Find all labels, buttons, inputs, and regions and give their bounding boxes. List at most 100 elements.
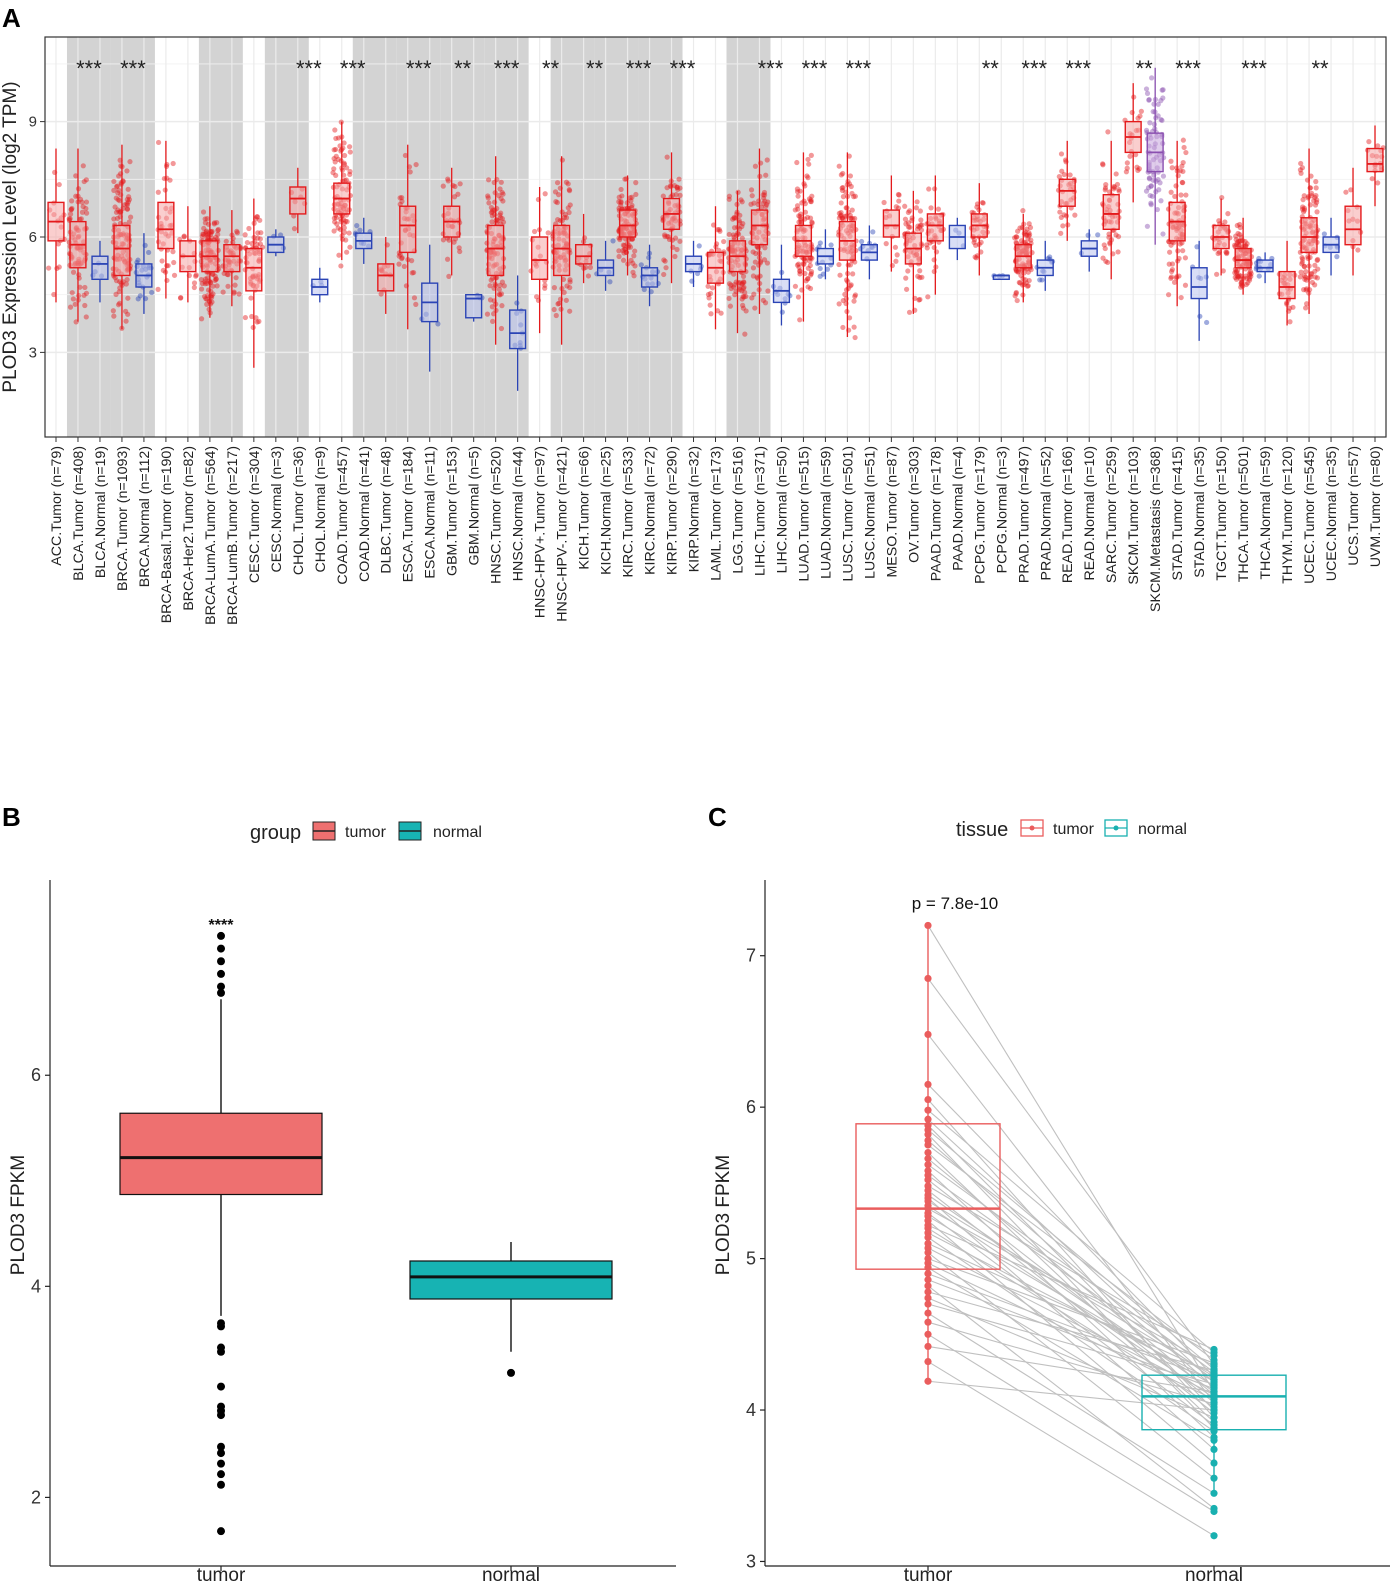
panel-a-box (223, 243, 241, 273)
panel-b-outlier (217, 1347, 225, 1356)
panel-a-jitter-point (1237, 221, 1243, 228)
panel-a-jitter-point (1013, 290, 1019, 297)
panel-a-jitter-point (737, 226, 743, 232)
panel-a-jitter-point (1238, 280, 1244, 287)
panel-a-jitter-point (696, 243, 702, 249)
panel-a-jitter-point (902, 216, 909, 222)
panel-c-pair-line (927, 1303, 1215, 1385)
panel-a-jitter-point (66, 216, 72, 222)
panel-a-jitter-point (332, 219, 338, 225)
panel-a-jitter-point (817, 273, 823, 279)
panel-a-jitter-point (672, 235, 679, 241)
panel-a-jitter-point (1233, 276, 1240, 282)
panel-a-jitter-point (440, 237, 447, 243)
panel-a-jitter-point (760, 297, 766, 303)
panel-a-jitter-point (181, 234, 187, 240)
panel-a-jitter-point (676, 176, 682, 182)
panel-a-jitter-point (258, 230, 264, 236)
panel-a-jitter-point (446, 273, 452, 279)
panel-a-jitter-point (1015, 228, 1021, 234)
panel-a-jitter-point (805, 276, 811, 282)
panel-a-jitter-point (764, 201, 770, 208)
panel-a-jitter-point (1312, 262, 1318, 268)
panel-a-jitter-point (1256, 273, 1262, 279)
panel-a-jitter-point (915, 223, 921, 229)
panel-b-plot-area: **** (119, 917, 613, 1536)
panel-a-jitter-point (808, 268, 815, 275)
panel-a-jitter-point (1160, 173, 1167, 179)
panel-a-jitter-point (1165, 292, 1172, 298)
panel-a-x-tick-label: KICH.Normal (n=25) (599, 446, 615, 575)
panel-a-jitter-point (210, 271, 216, 277)
panel-a-jitter-point (451, 194, 458, 200)
panel-b-y-tick-label: 4 (31, 1276, 41, 1296)
panel-a-jitter-point (246, 225, 252, 232)
panel-a-jitter-point (211, 221, 217, 227)
panel-a-jitter-point (1238, 276, 1244, 282)
panel-a-jitter-point (116, 289, 122, 295)
panel-b-y-tick-label: 6 (31, 1065, 41, 1085)
panel-a-jitter-point (1315, 256, 1321, 263)
panel-a-jitter-point (542, 191, 548, 197)
panel-b-outlier (217, 982, 225, 991)
panel-a-jitter-point (1023, 280, 1029, 286)
panel-c-pair-line (927, 1252, 1215, 1479)
panel-a-jitter-point (347, 244, 353, 250)
panel-a-jitter-point (883, 241, 889, 247)
panel-a-jitter-point (914, 226, 921, 232)
panel-a-jitter-point (668, 183, 674, 189)
panel-a-jitter-point (1156, 187, 1162, 193)
panel-a-jitter-point (1178, 294, 1184, 301)
panel-b-group-boxplot: group tumor normal **** 246 tumor normal … (8, 821, 676, 1581)
panel-a-jitter-point (1169, 165, 1175, 171)
panel-a-jitter-point (706, 295, 712, 301)
panel-a-jitter-point (836, 215, 842, 221)
panel-a-jitter-point (67, 216, 73, 222)
panel-a-jitter-point (562, 211, 568, 218)
panel-a-x-tick-label: PAAD.Tumor (n=178) (928, 446, 944, 581)
panel-a-jitter-point (1060, 223, 1066, 229)
panel-a-jitter-point (907, 224, 913, 230)
panel-c-legend-normal-label: normal (1138, 821, 1187, 838)
panel-a-jitter-point (193, 273, 199, 279)
panel-c-y-axis-label: PLOD3 FPKM (713, 1155, 734, 1275)
panel-a-jitter-point (824, 266, 831, 272)
panel-a-x-tick-label: LUAD.Normal (n=59) (818, 446, 834, 579)
panel-a-jitter-point (1308, 271, 1314, 277)
panel-a-jitter-point (115, 207, 121, 213)
panel-a-jitter-point (411, 295, 418, 301)
panel-a-jitter-point (797, 268, 803, 274)
panel-a-jitter-point (797, 271, 803, 277)
panel-a-jitter-point (215, 226, 221, 233)
panel-a-jitter-point (715, 227, 721, 233)
panel-a-jitter-point (76, 292, 82, 299)
panel-a-jitter-point (621, 242, 628, 249)
panel-a-jitter-point (1312, 202, 1319, 208)
panel-a-jitter-point (457, 248, 463, 255)
panel-a-jitter-point (752, 163, 759, 169)
panel-a-jitter-point (792, 283, 799, 289)
panel-a-jitter-point (677, 185, 683, 191)
panel-a-jitter-point (843, 287, 850, 293)
panel-a-x-tick-label: LGG.Tumor (n=516) (730, 446, 746, 574)
panel-c-tumor-point (924, 1095, 932, 1104)
panel-a-jitter-point (341, 160, 347, 166)
panel-a-x-tick-label: READ.Tumor (n=166) (1060, 446, 1076, 583)
panel-a-jitter-point (796, 219, 802, 225)
panel-a-jitter-point (852, 334, 858, 341)
panel-a-jitter-point (249, 313, 255, 320)
panel-a-jitter-point (500, 219, 507, 225)
panel-a-jitter-point (116, 209, 122, 215)
panel-a-jitter-point (1232, 270, 1238, 276)
panel-a-jitter-point (378, 291, 384, 297)
panel-a-jitter-point (205, 275, 211, 281)
panel-a-jitter-point (1233, 237, 1239, 243)
panel-a-jitter-point (193, 272, 199, 278)
panel-a-jitter-point (451, 239, 457, 245)
panel-a-jitter-point (1312, 194, 1318, 201)
panel-c-pair-line (927, 1291, 1215, 1372)
panel-a-jitter-point (81, 292, 87, 298)
panel-a-jitter-point (135, 257, 141, 263)
panel-a-jitter-point (1115, 249, 1121, 255)
